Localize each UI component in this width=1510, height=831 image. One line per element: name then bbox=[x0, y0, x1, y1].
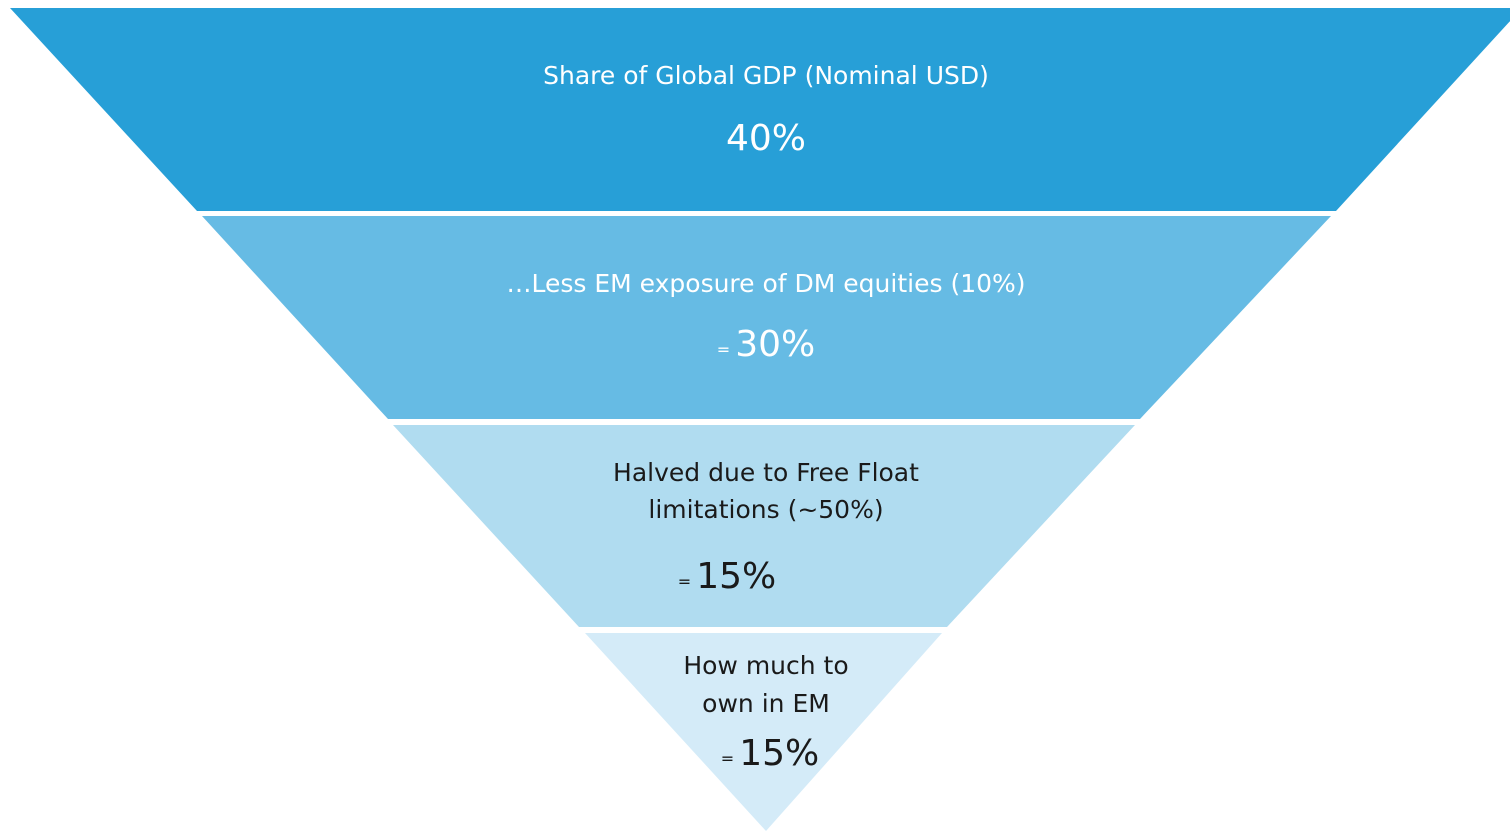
level-value: 15% bbox=[739, 733, 819, 774]
level-prefix: = bbox=[678, 572, 691, 591]
funnel-level-1 bbox=[10, 8, 1510, 211]
level-value-line: = 15% bbox=[678, 556, 777, 597]
level-label: own in EM bbox=[702, 689, 830, 718]
level-label: Share of Global GDP (Nominal USD) bbox=[543, 61, 989, 90]
funnel-level-3 bbox=[393, 425, 1135, 627]
funnel-level-4 bbox=[585, 633, 942, 831]
level-value-line: 40% bbox=[726, 118, 806, 159]
level-prefix: = bbox=[717, 340, 730, 359]
level-label: Halved due to Free Float bbox=[613, 458, 919, 487]
level-value: 30% bbox=[735, 324, 815, 365]
level-value-line: = 30% bbox=[717, 324, 816, 365]
level-value: 15% bbox=[696, 556, 776, 597]
level-label: limitations (~50%) bbox=[648, 495, 883, 524]
level-label: How much to bbox=[683, 651, 848, 680]
level-label: …Less EM exposure of DM equities (10%) bbox=[506, 269, 1025, 298]
level-value-line: = 15% bbox=[721, 733, 820, 774]
funnel-level-2 bbox=[202, 216, 1331, 419]
level-prefix: = bbox=[721, 749, 734, 768]
level-value: 40% bbox=[726, 118, 806, 159]
